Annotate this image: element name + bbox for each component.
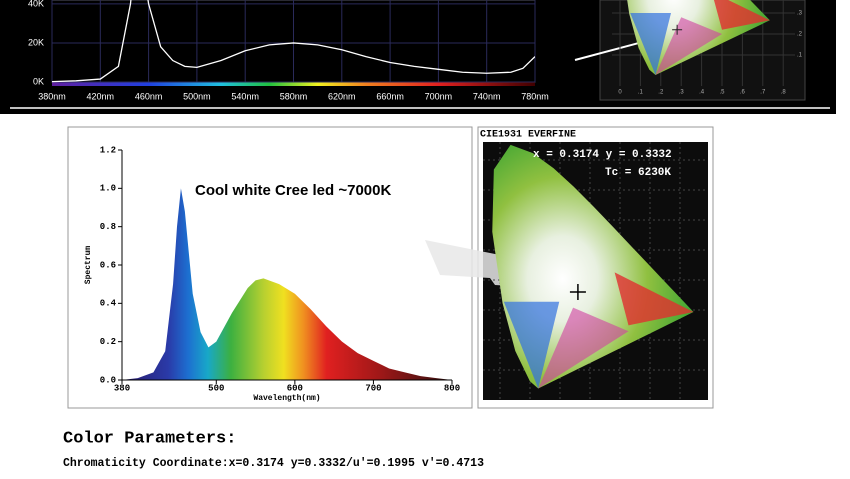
x-tick-label: 420nm: [87, 91, 115, 101]
parameter-line: Chromaticity Coordinate:x=0.3174 y=0.333…: [63, 457, 484, 470]
x-tick-label: .2: [658, 90, 664, 96]
spectrum-area: [122, 188, 452, 380]
cie-annotation: x = 0.3174 y = 0.3332: [533, 149, 672, 161]
cie-title: CIE1931 EVERFINE: [480, 130, 576, 141]
x-tick-label: 0: [618, 90, 622, 96]
x-tick-label: 460nm: [135, 91, 163, 101]
y-tick-label: 0K: [33, 76, 44, 86]
rainbow-bar: [52, 82, 535, 86]
gamut-blue: [503, 301, 560, 389]
x-tick-label: 660nm: [376, 91, 404, 101]
y-tick-label: 0.6: [100, 260, 116, 270]
x-tick-label: .7: [760, 90, 766, 96]
y-tick-label: .1: [797, 53, 803, 59]
x-tick-label: 800: [444, 383, 460, 393]
gamut-magenta: [655, 17, 722, 75]
gamut-red: [713, 0, 770, 30]
gamut-red: [614, 272, 694, 326]
gamut-magenta: [538, 307, 629, 389]
x-tick-label: .4: [699, 90, 705, 96]
marker: [569, 284, 586, 301]
top-cie: [612, 0, 795, 86]
x-tick-label: 700: [365, 383, 381, 393]
y-tick-label: 1.2: [100, 145, 116, 155]
x-tick-label: 740nm: [473, 91, 501, 101]
y-tick-label: 0.2: [100, 337, 116, 347]
y-tick-label: 0.0: [100, 375, 116, 385]
x-tick-label: 380nm: [38, 91, 66, 101]
x-tick-label: 500nm: [183, 91, 211, 101]
y-tick-label: .3: [797, 11, 803, 17]
x-tick-label: 620nm: [328, 91, 356, 101]
y-tick-label: .2: [797, 32, 803, 38]
heading: Color Parameters:: [63, 429, 236, 448]
gamut-blue: [630, 13, 671, 75]
x-tick-label: 700nm: [425, 91, 453, 101]
x-tick-label: .1: [638, 90, 644, 96]
annotation: Cool white Cree led ~7000K: [195, 182, 391, 199]
x-tick-label: 580nm: [280, 91, 308, 101]
x-tick-label: .3: [679, 90, 685, 96]
y-tick-label: 0.8: [100, 222, 116, 232]
x-tick-label: 780nm: [521, 91, 549, 101]
spectrum-line: [52, 0, 535, 83]
x-tick-label: .5: [719, 90, 725, 96]
x-tick-label: 540nm: [231, 91, 259, 101]
x-tick-label: .6: [740, 90, 746, 96]
marker: [672, 24, 683, 35]
x-tick-label: 500: [208, 383, 224, 393]
cie-annotation: Tc = 6230K: [605, 167, 671, 179]
y-tick-label: 20K: [28, 37, 44, 47]
y-tick-label: 40K: [28, 0, 44, 8]
x-axis-label: Wavelength(nm): [253, 394, 320, 403]
y-tick-label: 0.4: [100, 299, 117, 309]
y-tick-label: 1.0: [100, 184, 116, 194]
y-axis-label: Spectrum: [84, 246, 93, 285]
x-tick-label: 600: [287, 383, 303, 393]
x-tick-label: 380: [114, 383, 130, 393]
x-tick-label: .8: [781, 90, 787, 96]
